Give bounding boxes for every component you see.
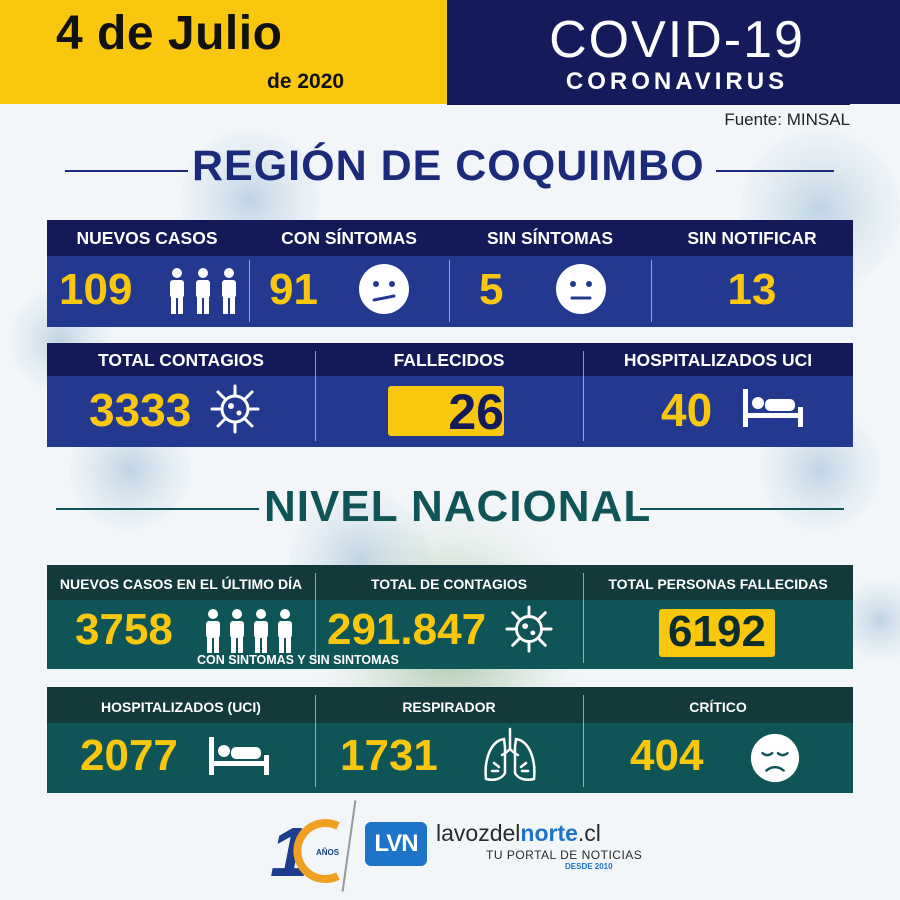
national-title: NIVEL NACIONAL [264, 482, 652, 531]
covid-title: COVID-19 [549, 11, 805, 69]
section-rule-right [716, 170, 834, 172]
title-banner [447, 0, 900, 104]
icu-value: 40 [661, 384, 713, 436]
national-row-2: HOSPITALIZADOS (UCI) RESPIRADOR CRÍTICO … [47, 687, 853, 793]
deaths-label: FALLECIDOS [393, 350, 505, 370]
national-rule-left [56, 508, 259, 510]
site-tagline: TU PORTAL DE NOTICIAS [486, 848, 643, 862]
hospital-bed-icon [209, 737, 269, 775]
ventilator-label: RESPIRADOR [402, 699, 496, 715]
ventilator-value: 1731 [340, 731, 438, 780]
lvn-logo: LVN [365, 822, 427, 866]
site-since: DESDE 2010 [565, 862, 613, 871]
no-symptoms-label: SIN SÍNTOMAS [486, 228, 614, 248]
source-note: Fuente: MINSAL [724, 110, 850, 129]
anniversary-label: AÑOS [316, 848, 340, 857]
hospital-bed-icon [743, 389, 803, 427]
lungs-icon [484, 727, 536, 781]
report-year: de 2020 [267, 70, 345, 93]
national-total-label: TOTAL DE CONTAGIOS [370, 576, 528, 592]
national-deaths-highlight [659, 609, 775, 657]
anniversary-number: 1 [270, 813, 309, 891]
covid-subtitle: CORONAVIRUS [565, 68, 789, 95]
report-date: 4 de Julio [56, 7, 283, 60]
national-icu-label: HOSPITALIZADOS (UCI) [101, 699, 261, 715]
total-infections-value: 3333 [89, 384, 192, 436]
symptoms-note: CON SINTOMAS Y SIN SINTOMAS [197, 653, 399, 667]
regional-row-2: TOTAL CONTAGIOS FALLECIDOS HOSPITALIZADO… [47, 343, 853, 447]
not-notified-label: SIN NOTIFICAR [687, 228, 817, 248]
regional-row-1: NUEVOS CASOS CON SÍNTOMAS SIN SÍNTOMAS S… [47, 220, 853, 327]
date-banner [0, 0, 447, 104]
new-cases-value: 109 [59, 265, 133, 314]
national-deaths-value: 6192 [668, 607, 766, 656]
critical-label: CRÍTICO [689, 699, 747, 715]
site-brand: lavozdelnorte.cl [436, 820, 601, 847]
people-group-icon [206, 609, 292, 653]
no-symptoms-value: 5 [479, 265, 504, 314]
site-name-bold: norte [520, 820, 578, 846]
national-deaths-label: TOTAL PERSONAS FALLECIDAS [608, 576, 828, 592]
site-name-prefix: lavozdel [436, 820, 521, 846]
national-total-value: 291.847 [327, 605, 487, 654]
total-infections-label: TOTAL CONTAGIOS [98, 350, 264, 370]
anniversary-logo: 1 AÑOS [270, 800, 360, 892]
with-symptoms-value: 91 [269, 265, 318, 314]
icu-label: HOSPITALIZADOS UCI [623, 350, 813, 370]
national-icu-value: 2077 [80, 731, 178, 780]
national-new-cases-value: 3758 [75, 605, 173, 654]
deaths-value: 26 [448, 384, 504, 440]
site-name-suffix: .cl [577, 820, 601, 846]
national-new-cases-label: NUEVOS CASOS EN EL ÚLTIMO DÍA [59, 576, 303, 592]
people-group-icon [170, 268, 236, 314]
regional-title: REGIÓN DE COQUIMBO [192, 142, 705, 190]
section-rule-left [65, 170, 188, 172]
with-symptoms-label: CON SÍNTOMAS [281, 228, 417, 248]
anniversary-arc-icon [293, 819, 340, 883]
critical-value: 404 [630, 731, 704, 780]
virus-icon [210, 384, 260, 434]
sick-face-icon [359, 264, 409, 314]
national-rule-right [640, 508, 844, 510]
lvn-logo-letters: LVN [374, 830, 418, 857]
neutral-face-icon [556, 264, 606, 314]
new-cases-label: NUEVOS CASOS [76, 228, 218, 248]
national-row-1: NUEVOS CASOS EN EL ÚLTIMO DÍA TOTAL DE C… [47, 565, 853, 669]
not-notified-value: 13 [727, 265, 777, 314]
header-rule [447, 104, 850, 105]
deaths-highlight [388, 386, 504, 436]
virus-icon [505, 605, 553, 653]
sad-face-icon [750, 733, 800, 783]
